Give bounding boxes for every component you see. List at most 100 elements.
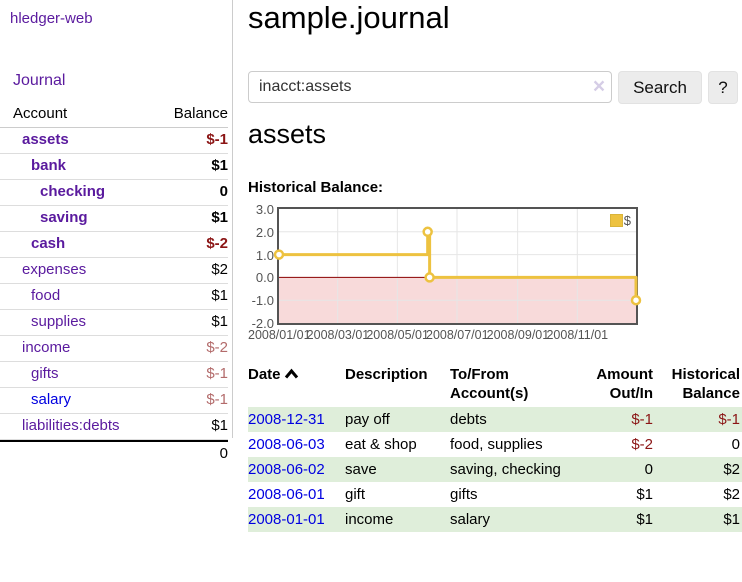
page-title: sample.journal [248,0,450,35]
transaction-amount: $-1 [631,411,653,428]
search-input[interactable] [248,71,612,103]
sidebar-item-journal[interactable]: Journal [13,72,66,89]
historical-balance-chart: 3.0 2.0 1.0 0.0 -1.0 -2.0 $ 2008/01/01 2008/03… [248,201,642,343]
x-tick-label: 2008/11/01 [546,328,609,342]
balance-line-chart [273,209,642,323]
account-row: checking 0 [0,180,228,206]
account-row: cash $-2 [0,232,228,258]
accounts-table-header: Account Balance [0,102,228,128]
account-row: liabilities:debts $1 [0,414,228,440]
transaction-description: pay off [345,411,390,428]
legend-color-swatch [609,214,623,227]
account-balance: $2 [156,258,228,284]
account-heading: assets [248,119,327,149]
account-balance: $1 [156,284,228,310]
transaction-accounts: salary [450,511,491,528]
account-link-supplies[interactable]: supplies [31,313,87,330]
account-link-liabilities-debts[interactable]: liabilities:debts [22,417,120,434]
column-header-accounts: To/From Account(s) [450,366,529,402]
account-balance: $-2 [156,336,228,362]
account-link-food[interactable]: food [31,287,61,304]
account-link-salary[interactable]: salary [31,391,72,408]
transaction-description: save [345,461,377,478]
transaction-row: 2008-06-03 eat & shop food, supplies $-2… [248,432,742,457]
transaction-amount: 0 [644,461,653,478]
account-row: expenses $2 [0,258,228,284]
sort-ascending-icon [284,368,298,379]
y-tick-label: 1.0 [255,247,274,263]
accounts-total-balance: 0 [156,440,228,467]
account-link-gifts[interactable]: gifts [31,365,59,382]
transaction-row: 2008-06-02 save saving, checking 0 $2 [248,457,742,482]
transaction-date-link[interactable]: 2008-06-01 [248,486,325,503]
y-tick-label: 3.0 [255,202,274,217]
x-tick-label: 2008/01/01 [248,328,311,342]
account-balance: $-1 [156,128,228,154]
account-row: saving $1 [0,206,228,232]
account-link-checking[interactable]: checking [40,183,106,200]
account-balance: $-1 [156,388,228,414]
app-brand-link[interactable]: hledger-web [10,10,93,27]
transaction-balance: $2 [723,461,740,478]
account-balance: $1 [156,310,228,336]
accounts-column-header: Account [0,102,157,128]
transaction-accounts: food, supplies [450,436,543,453]
x-tick-label: 2008/07/01 [426,328,489,342]
transaction-balance: 0 [731,436,740,453]
transaction-balance: $2 [723,486,740,503]
transaction-date-link[interactable]: 2008-06-02 [248,461,325,478]
account-link-income[interactable]: income [22,339,71,356]
x-tick-label: 2008/05/01 [366,328,429,342]
transaction-row: 2008-06-01 gift gifts $1 $2 [248,482,742,507]
transactions-table: Date Description To/From Account(s) Amou… [248,361,742,532]
transaction-accounts: debts [450,411,487,428]
y-tick-label: 2.0 [255,224,274,240]
transaction-accounts: gifts [450,486,478,503]
chart-plot-area[interactable]: $ [273,207,642,325]
chart-legend: $ [607,212,633,229]
account-link-bank[interactable]: bank [31,157,67,174]
account-link-expenses[interactable]: expenses [22,261,87,278]
search-button[interactable]: Search [618,71,702,104]
transaction-date-link[interactable]: 2008-01-01 [248,511,325,528]
y-tick-label: -1.0 [251,293,274,309]
account-row: supplies $1 [0,310,228,336]
transaction-date-link[interactable]: 2008-12-31 [248,411,325,428]
transaction-amount: $1 [636,511,653,528]
account-balance: $1 [156,154,228,180]
account-balance: $1 [156,414,228,440]
transaction-description: income [345,511,394,528]
account-row: gifts $-1 [0,362,228,388]
transaction-balance: $-1 [718,411,740,428]
transaction-amount: $1 [636,486,653,503]
account-row: assets $-1 [0,128,228,154]
help-button[interactable]: ? [708,71,738,104]
accounts-total-row: 0 [0,440,228,467]
clear-search-icon[interactable]: × [592,75,606,98]
balance-column-header: Balance [156,102,228,128]
transaction-date-link[interactable]: 2008-06-03 [248,436,325,453]
y-tick-label: 0.0 [255,270,274,286]
transaction-accounts: saving, checking [450,461,561,478]
column-header-balance: Historical Balance [671,366,740,402]
y-tick-label: -2.0 [251,316,274,331]
account-row: bank $1 [0,154,228,180]
legend-label: $ [623,213,631,228]
transaction-row: 2008-01-01 income salary $1 $1 [248,507,742,532]
account-row: income $-2 [0,336,228,362]
sidebar: hledger-web Journal Account Balance asse… [0,0,233,462]
account-balance: $-1 [156,362,228,388]
account-balance: 0 [156,180,228,206]
transaction-description: gift [345,486,366,503]
account-row: salary $-1 [0,388,228,414]
account-row: food $1 [0,284,228,310]
account-link-saving[interactable]: saving [40,209,88,226]
account-link-assets[interactable]: assets [22,131,69,148]
transactions-header-row: Date Description To/From Account(s) Amou… [248,361,742,407]
column-header-date[interactable]: Date [248,361,345,407]
x-tick-label: 2008/09/01 [486,328,550,342]
date-header-label: Date [248,366,281,383]
transaction-row: 2008-12-31 pay off debts $-1 $-1 [248,407,742,432]
account-link-cash[interactable]: cash [31,235,66,252]
chart-title: Historical Balance: [248,179,384,196]
